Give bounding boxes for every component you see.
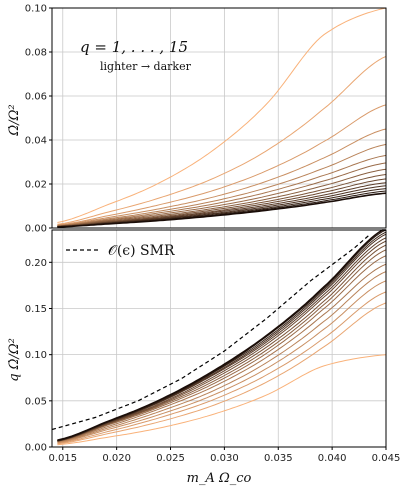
top-y-tick-label: 0.06	[25, 92, 47, 103]
top-y-tick-label: 0.08	[25, 48, 47, 59]
bottom-series-lines	[57, 229, 387, 446]
bottom-y-axis-label: q Ω̇/Ω²	[7, 338, 22, 382]
x-tick-label: 0.030	[210, 453, 239, 464]
x-tick-label: 0.015	[48, 453, 77, 464]
top-series-line-q5	[57, 143, 387, 227]
annotation-q-range: q = 1, . . . , 15	[80, 38, 188, 56]
x-tick-label: 0.020	[102, 453, 131, 464]
bottom-series-line-q1	[57, 354, 387, 446]
bottom-frame	[51, 229, 387, 448]
top-y-axis-label: Ω̇/Ω²	[7, 104, 22, 136]
top-y-tick-label: 0.02	[25, 180, 47, 191]
top-panel: 0.00 0.02 0.04 0.06 0.08 0.10 q = 1, . . . , …	[7, 4, 387, 235]
x-tick-label: 0.025	[156, 453, 185, 464]
top-y-tick-label: 0.10	[25, 4, 47, 15]
bottom-y-tick-label: 0.10	[25, 350, 47, 361]
bottom-y-tick-label: 0.00	[25, 443, 47, 454]
bottom-panel: 0.00 0.05 0.10 0.15 0.20 0.015 0.020 0.025 0.03…	[7, 229, 400, 486]
top-y-ticks: 0.00 0.02 0.04 0.06 0.08 0.10	[25, 4, 52, 235]
bottom-series-line-q10	[57, 240, 387, 441]
x-tick-label: 0.040	[318, 453, 347, 464]
bottom-series-line-q13	[57, 231, 387, 442]
bottom-y-tick-label: 0.05	[25, 396, 47, 407]
bottom-series-line-q6	[57, 263, 387, 442]
top-series-line-q6	[57, 154, 387, 227]
bottom-y-tick-label: 0.20	[25, 258, 47, 269]
bottom-series-line-q11	[57, 237, 387, 442]
bottom-series-line-q3	[57, 291, 387, 444]
bottom-series-line-q7	[57, 255, 387, 442]
top-y-tick-label: 0.04	[25, 136, 47, 147]
bottom-series-line-q2	[57, 302, 387, 445]
bottom-y-ticks: 0.00 0.05 0.10 0.15 0.20	[25, 258, 52, 454]
bottom-x-ticks: 0.015 0.020 0.025 0.030 0.035 0.040 0.045	[48, 447, 400, 464]
x-axis-label: m_A Ω_co	[187, 471, 252, 486]
x-tick-label: 0.035	[264, 453, 293, 464]
smr-reference-line	[51, 234, 371, 431]
bottom-series-line-q14	[57, 229, 387, 441]
bottom-series-line-q5	[57, 271, 387, 443]
top-series-lines	[57, 7, 387, 228]
bottom-y-tick-label: 0.15	[25, 304, 47, 315]
x-tick-label: 0.045	[372, 453, 401, 464]
legend-smr-label: 𝒪(ϵ) SMR	[108, 243, 175, 259]
bottom-series-line-q15	[57, 229, 387, 441]
top-series-line-q15	[57, 192, 387, 228]
bottom-series-line-q9	[57, 244, 387, 442]
top-series-line-q7	[57, 162, 387, 227]
top-series-line-q3	[57, 104, 387, 226]
top-series-line-q1	[57, 7, 387, 223]
top-frame	[51, 7, 387, 229]
top-series-line-q2	[57, 55, 387, 225]
top-series-line-q8	[57, 168, 387, 227]
top-y-tick-label: 0.00	[25, 224, 47, 235]
bottom-series-line-q4	[57, 280, 387, 444]
annotation-lighter-darker: lighter → darker	[100, 60, 192, 73]
top-series-line-q4	[57, 128, 387, 226]
